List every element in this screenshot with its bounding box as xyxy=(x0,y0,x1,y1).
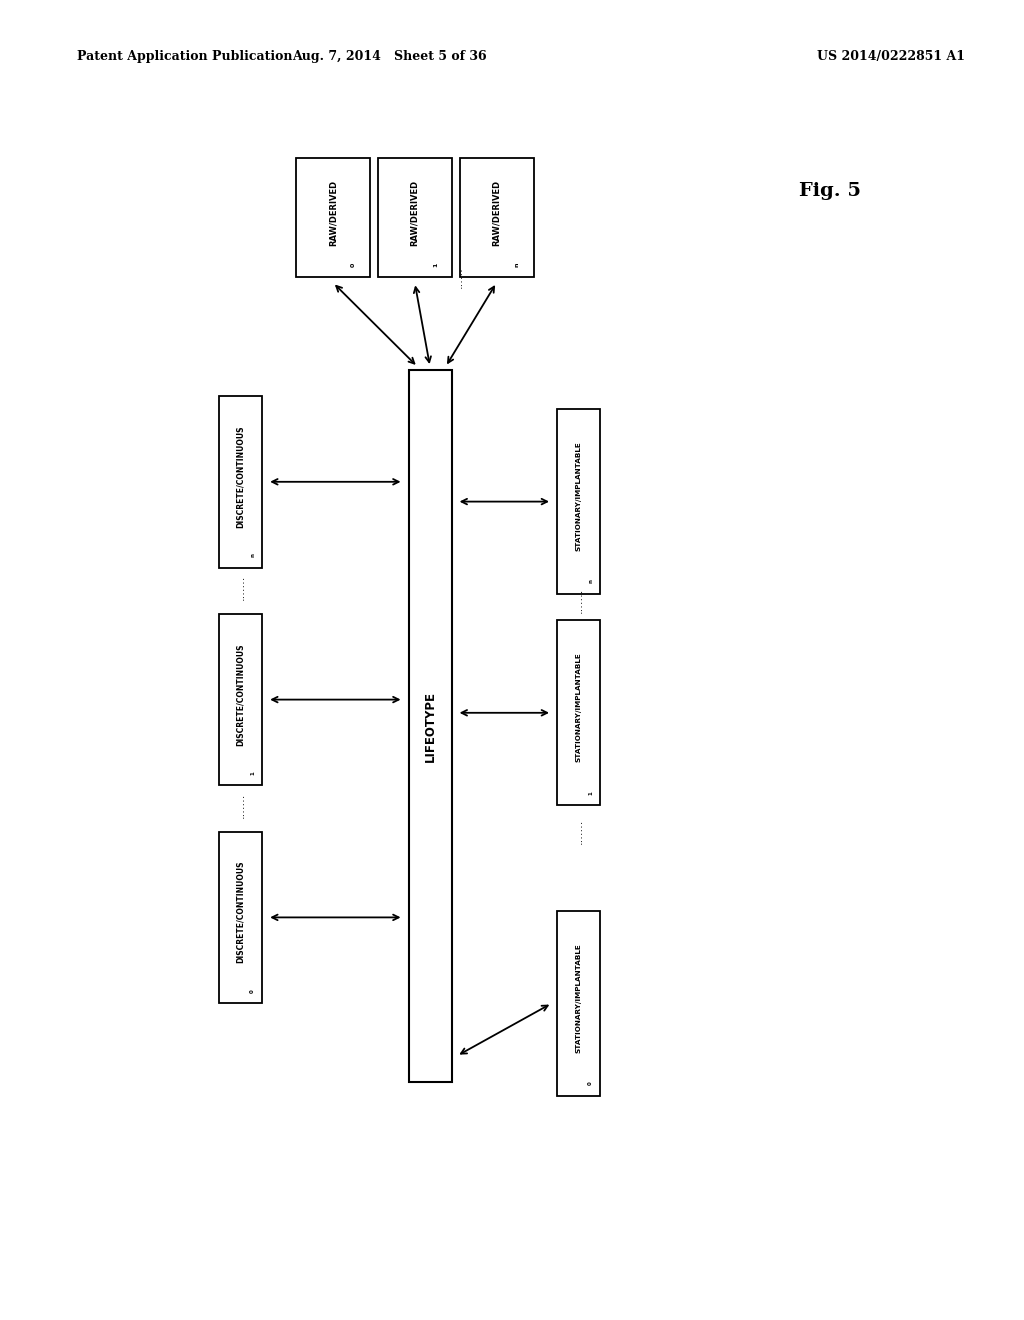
Text: RAW/DERIVED: RAW/DERIVED xyxy=(493,180,501,246)
Text: ......: ...... xyxy=(454,267,464,288)
Bar xyxy=(219,832,262,1003)
Text: n: n xyxy=(588,579,593,583)
Text: 0: 0 xyxy=(250,989,255,993)
Text: 1: 1 xyxy=(588,791,593,795)
Bar xyxy=(557,620,600,805)
Text: 1: 1 xyxy=(433,263,438,267)
Text: US 2014/0222851 A1: US 2014/0222851 A1 xyxy=(817,50,965,63)
Bar xyxy=(296,158,370,277)
Text: .......: ....... xyxy=(573,587,584,614)
Bar xyxy=(219,614,262,785)
Bar xyxy=(409,370,452,1082)
Text: n: n xyxy=(250,553,255,557)
Text: .......: ....... xyxy=(236,574,246,601)
Text: .......: ....... xyxy=(236,792,246,818)
Bar xyxy=(557,409,600,594)
Text: LIFEOTYPE: LIFEOTYPE xyxy=(424,690,436,762)
Bar xyxy=(460,158,534,277)
Text: 0: 0 xyxy=(351,263,356,267)
Text: .......: ....... xyxy=(573,818,584,845)
Text: DISCRETE/CONTINUOUS: DISCRETE/CONTINUOUS xyxy=(237,643,245,746)
Text: STATIONARY/IMPLANTABLE: STATIONARY/IMPLANTABLE xyxy=(575,441,582,552)
Text: 1: 1 xyxy=(250,771,255,775)
Text: RAW/DERIVED: RAW/DERIVED xyxy=(329,180,337,246)
Text: DISCRETE/CONTINUOUS: DISCRETE/CONTINUOUS xyxy=(237,425,245,528)
Text: Patent Application Publication: Patent Application Publication xyxy=(77,50,292,63)
Text: n: n xyxy=(515,263,520,267)
Text: 0: 0 xyxy=(588,1081,593,1085)
Text: STATIONARY/IMPLANTABLE: STATIONARY/IMPLANTABLE xyxy=(575,942,582,1053)
Text: Aug. 7, 2014   Sheet 5 of 36: Aug. 7, 2014 Sheet 5 of 36 xyxy=(292,50,486,63)
Text: RAW/DERIVED: RAW/DERIVED xyxy=(411,180,419,246)
Bar xyxy=(378,158,452,277)
Text: STATIONARY/IMPLANTABLE: STATIONARY/IMPLANTABLE xyxy=(575,652,582,763)
Bar xyxy=(557,911,600,1096)
Text: DISCRETE/CONTINUOUS: DISCRETE/CONTINUOUS xyxy=(237,861,245,964)
Text: Fig. 5: Fig. 5 xyxy=(799,182,861,201)
Bar xyxy=(219,396,262,568)
